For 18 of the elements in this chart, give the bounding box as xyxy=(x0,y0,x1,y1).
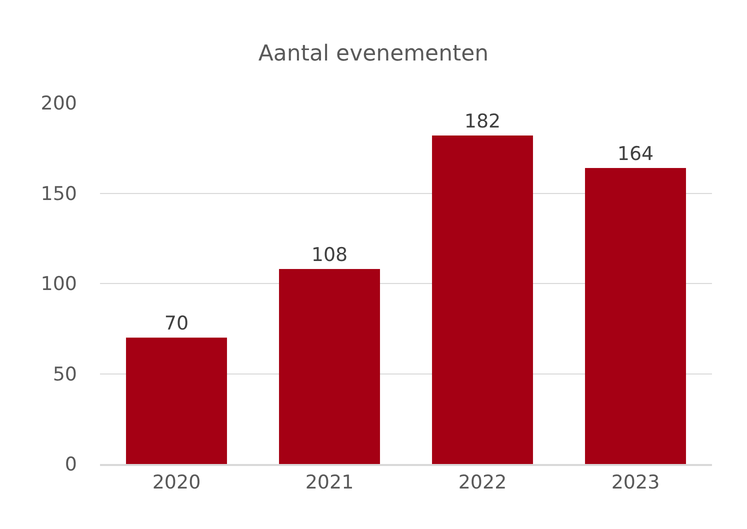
bar xyxy=(126,338,227,464)
y-tick-label: 50 xyxy=(52,363,77,386)
bar xyxy=(585,168,686,464)
y-tick-label: 200 xyxy=(40,92,77,115)
x-tick-label: 2022 xyxy=(458,472,507,494)
y-tick-label: 150 xyxy=(40,182,77,205)
data-label: 182 xyxy=(464,110,501,132)
data-label: 108 xyxy=(311,244,348,266)
x-tick-label: 2023 xyxy=(611,472,660,494)
chart-title: Aantal evenementen xyxy=(258,42,489,67)
data-label: 164 xyxy=(617,142,654,165)
bar xyxy=(279,269,380,464)
y-tick-label: 100 xyxy=(40,273,77,296)
data-label: 70 xyxy=(164,312,189,335)
x-tick-label: 2021 xyxy=(305,472,354,494)
y-tick-label: 0 xyxy=(64,454,77,476)
x-tick-label: 2020 xyxy=(152,472,201,494)
bar xyxy=(432,135,533,464)
